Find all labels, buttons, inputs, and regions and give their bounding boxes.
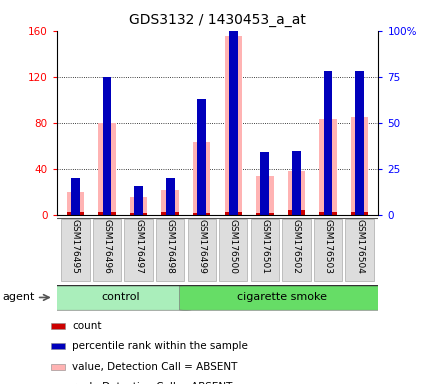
Bar xyxy=(256,213,273,215)
Bar xyxy=(102,77,111,215)
FancyBboxPatch shape xyxy=(282,219,310,281)
Bar xyxy=(130,197,147,215)
Bar xyxy=(130,213,147,215)
Text: GSM176501: GSM176501 xyxy=(260,219,269,274)
Text: agent: agent xyxy=(3,293,35,303)
FancyBboxPatch shape xyxy=(345,219,373,281)
Bar xyxy=(256,176,273,215)
FancyBboxPatch shape xyxy=(92,219,121,281)
Bar xyxy=(193,142,210,215)
Bar xyxy=(260,152,269,215)
Bar xyxy=(161,212,178,215)
Bar xyxy=(354,71,363,215)
Text: GSM176499: GSM176499 xyxy=(197,219,206,274)
FancyBboxPatch shape xyxy=(61,219,89,281)
Bar xyxy=(350,212,367,215)
Bar xyxy=(71,178,80,215)
Text: GSM176495: GSM176495 xyxy=(71,219,80,274)
Bar xyxy=(197,99,206,215)
Bar xyxy=(323,71,332,215)
Bar xyxy=(165,178,174,215)
FancyBboxPatch shape xyxy=(187,219,215,281)
Text: percentile rank within the sample: percentile rank within the sample xyxy=(72,341,247,351)
FancyBboxPatch shape xyxy=(51,286,191,310)
Bar xyxy=(319,119,336,215)
Bar xyxy=(102,77,111,215)
Bar xyxy=(161,190,178,215)
FancyBboxPatch shape xyxy=(179,286,383,310)
Bar xyxy=(193,213,210,215)
FancyBboxPatch shape xyxy=(250,219,278,281)
Bar xyxy=(224,212,241,215)
Bar xyxy=(319,212,336,215)
Text: GSM176497: GSM176497 xyxy=(134,219,143,274)
Bar xyxy=(98,123,115,215)
Bar xyxy=(71,178,80,215)
Bar xyxy=(98,212,115,215)
Bar xyxy=(134,185,143,215)
FancyBboxPatch shape xyxy=(124,219,152,281)
Bar xyxy=(287,171,304,215)
FancyBboxPatch shape xyxy=(219,219,247,281)
Text: count: count xyxy=(72,321,101,331)
FancyBboxPatch shape xyxy=(313,219,342,281)
Bar xyxy=(291,151,300,215)
Text: cigarette smoke: cigarette smoke xyxy=(237,293,326,303)
Text: GSM176503: GSM176503 xyxy=(323,219,332,274)
Bar xyxy=(197,99,206,215)
Bar xyxy=(51,343,65,349)
Text: control: control xyxy=(102,293,140,303)
Bar xyxy=(291,151,300,215)
Text: GSM176498: GSM176498 xyxy=(165,219,174,274)
Bar xyxy=(134,185,143,215)
Bar xyxy=(51,364,65,369)
Bar xyxy=(228,0,237,215)
Bar xyxy=(260,152,269,215)
Bar xyxy=(287,210,304,215)
Text: rank, Detection Call = ABSENT: rank, Detection Call = ABSENT xyxy=(72,382,232,384)
Text: GSM176500: GSM176500 xyxy=(228,219,237,274)
FancyBboxPatch shape xyxy=(156,219,184,281)
Bar xyxy=(165,178,174,215)
Bar xyxy=(354,71,363,215)
Bar xyxy=(67,212,84,215)
Text: GSM176496: GSM176496 xyxy=(102,219,111,274)
Bar xyxy=(51,323,65,329)
Text: value, Detection Call = ABSENT: value, Detection Call = ABSENT xyxy=(72,362,237,372)
Bar xyxy=(323,71,332,215)
Bar xyxy=(224,36,241,215)
Text: GSM176502: GSM176502 xyxy=(291,219,300,274)
Bar xyxy=(228,0,237,215)
Text: GSM176504: GSM176504 xyxy=(354,219,363,274)
Bar xyxy=(67,192,84,215)
Bar xyxy=(350,117,367,215)
Text: GDS3132 / 1430453_a_at: GDS3132 / 1430453_a_at xyxy=(129,13,305,27)
